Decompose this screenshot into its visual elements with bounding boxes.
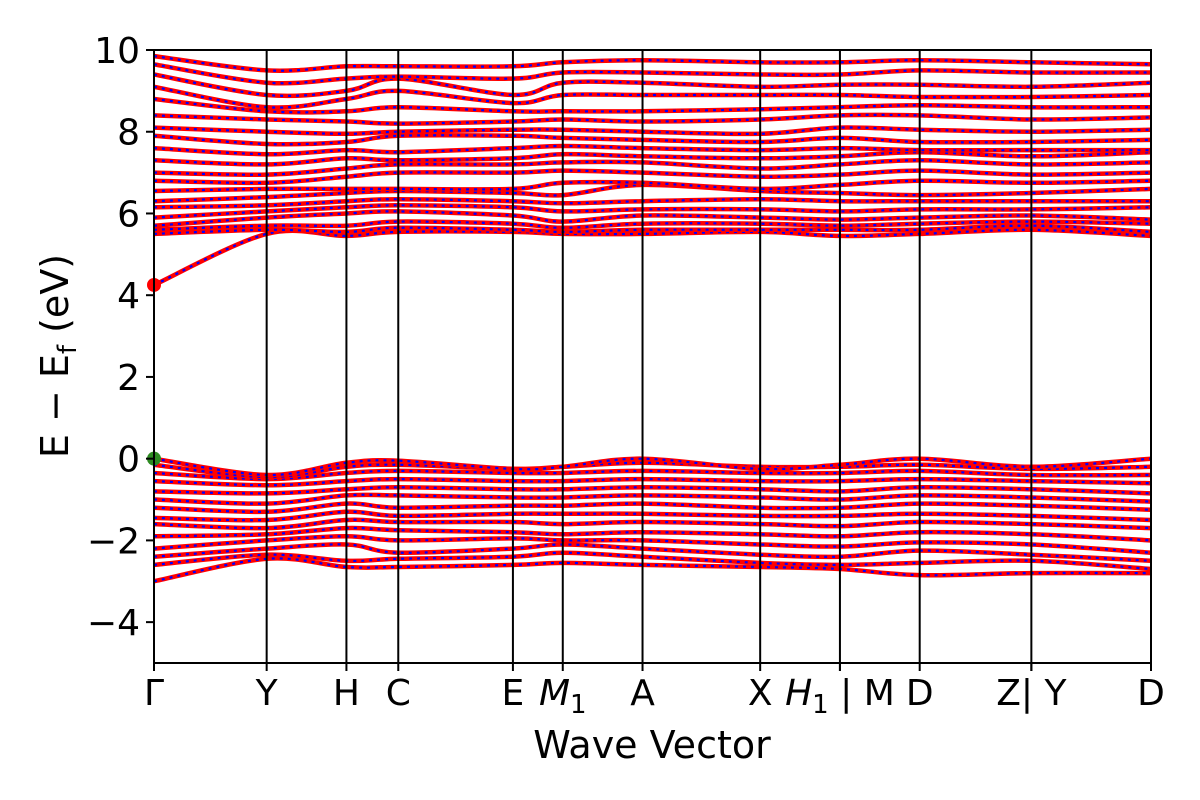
x-tick-label-part: C <box>386 673 411 714</box>
y-axis: −4 −2 0 2 4 6 8 10 <box>87 31 154 644</box>
band-line-red <box>154 525 1151 543</box>
x-tick-label: H <box>333 673 360 714</box>
y-axis-label-unit: (eV) <box>33 254 77 345</box>
x-tick-label-part: X <box>748 673 773 714</box>
band-line-red <box>154 534 1151 555</box>
band-line-red <box>154 96 1151 115</box>
x-tick-label-part: H <box>333 673 360 714</box>
band-line-red <box>154 501 1151 515</box>
y-axis-label-subscript: f <box>53 344 83 354</box>
band-line-red <box>154 62 1151 86</box>
band-line-red <box>154 492 1151 506</box>
y-axis-label: E − Ef (eV) <box>33 254 83 458</box>
x-tick-label: Y <box>255 673 279 714</box>
band-line-red <box>154 203 1151 220</box>
band-line-red <box>154 125 1151 137</box>
y-axis-label-main: E − E <box>33 354 77 458</box>
x-tick-label: D <box>1137 673 1165 714</box>
y-tick-label: −4 <box>87 603 140 644</box>
band-line-red <box>154 227 1151 288</box>
x-tick-label-spacer <box>829 673 840 714</box>
x-axis-label: Wave Vector <box>533 723 771 767</box>
y-tick-label: 8 <box>117 113 140 154</box>
band-line-red <box>154 182 1151 204</box>
band-line-red <box>154 149 1151 167</box>
band-line-blue <box>154 551 1151 571</box>
x-tick-label: C <box>386 673 411 714</box>
y-tick-label: 2 <box>117 358 140 399</box>
band-line-red <box>154 517 1151 531</box>
y-tick-label: −2 <box>87 521 140 562</box>
band-line-blue <box>154 457 1151 477</box>
band-line-red <box>154 196 1151 210</box>
y-tick-label: 6 <box>117 194 140 235</box>
band-line-blue <box>154 543 1151 562</box>
x-tick-label-part: M <box>539 673 570 714</box>
band-line-red <box>154 219 1151 233</box>
y-tick-label: 0 <box>117 440 140 481</box>
x-tick-label: E <box>502 673 525 714</box>
y-tick-label: 4 <box>117 276 140 317</box>
band-line-red <box>154 509 1151 523</box>
x-tick-label-part: Z <box>996 673 1021 714</box>
x-tick-label-part: Γ <box>144 673 164 714</box>
x-tick-label-subscript: 1 <box>570 690 587 720</box>
band-line-blue <box>154 557 1151 583</box>
x-tick-label-part: E <box>502 673 525 714</box>
band-lines <box>154 53 1151 584</box>
band-line-red <box>154 476 1151 488</box>
plot-frame <box>153 49 1152 664</box>
band-line-blue <box>154 210 1151 227</box>
band-line-blue <box>154 461 1151 479</box>
band-line-red <box>154 133 1151 147</box>
x-tick-label-subscript: 1 <box>812 690 829 720</box>
band-line-red <box>154 112 1151 126</box>
band-line-red <box>154 72 1151 99</box>
band-line-red <box>154 168 1151 186</box>
band-line-red <box>154 484 1151 496</box>
x-tick-label-part: A <box>630 673 655 714</box>
x-tick-label-part: H <box>785 673 812 714</box>
y-tick-label: 10 <box>94 31 140 72</box>
band-line-blue <box>154 228 1151 287</box>
band-line-red <box>154 143 1151 157</box>
x-tick-label-part: D <box>906 673 934 714</box>
high-symmetry-lines <box>265 50 1033 663</box>
band-line-blue <box>154 63 1151 85</box>
x-tick-label: A <box>630 673 655 714</box>
x-tick-label-part: | Y <box>1021 673 1068 714</box>
band-line-red <box>154 178 1151 194</box>
band-line-red <box>154 53 1151 73</box>
x-tick-label-part: D <box>1137 673 1165 714</box>
band-line-red <box>154 468 1151 482</box>
band-line-red <box>154 158 1151 177</box>
x-tick-label: Γ <box>144 673 164 714</box>
x-tick-label: H1 | M <box>785 673 895 720</box>
x-tick-label: D <box>906 673 934 714</box>
band-line-red <box>154 223 1151 237</box>
x-tick-label-part: Y <box>255 673 279 714</box>
x-tick-label-part: | M <box>840 673 895 714</box>
x-tick-label: Z| Y <box>996 673 1067 714</box>
x-tick-label: M1 <box>539 673 587 720</box>
band-line-blue <box>154 55 1151 72</box>
band-line-blue <box>154 85 1151 109</box>
x-tick-label: X <box>748 673 773 714</box>
